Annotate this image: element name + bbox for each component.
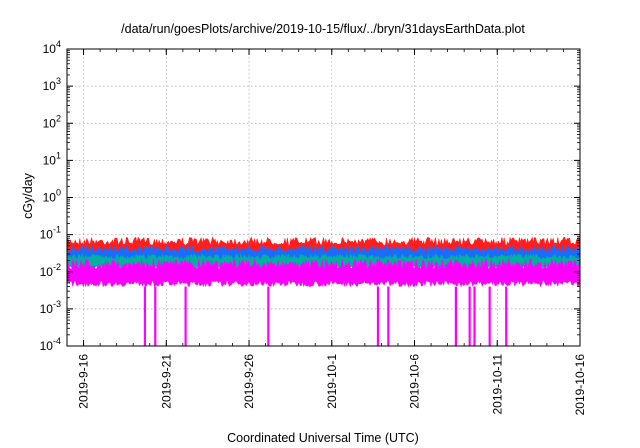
y-tick-base: 10 — [40, 265, 54, 279]
y-tick-label: 101 — [43, 150, 61, 167]
x-tick-label: 2019-9-21 — [159, 354, 173, 409]
x-tick-labels: 2019-9-16 2019-9-21 2019-9-26 2019-10-1 2019… — [77, 354, 587, 416]
y-tick-label: 10-1 — [40, 225, 61, 242]
x-tick-label: 2019-9-16 — [77, 354, 91, 409]
y-tick-exponent: -1 — [53, 225, 61, 235]
x-tick-label: 2019-10-6 — [408, 354, 422, 409]
y-tick-exponent: 0 — [56, 188, 61, 198]
chart-title: /data/run/goesPlots/archive/2019-10-15/f… — [121, 22, 525, 36]
y-tick-base: 10 — [43, 42, 57, 56]
data-series — [67, 237, 580, 346]
y-tick-label: 10-3 — [40, 299, 61, 316]
x-tick-label: 2019-9-26 — [242, 354, 256, 409]
y-tick-exponent: 1 — [56, 150, 61, 160]
y-tick-exponent: 2 — [56, 113, 61, 123]
x-tick-label: 2019-10-11 — [490, 354, 504, 415]
y-tick-label: 102 — [43, 113, 61, 130]
y-tick-base: 10 — [43, 79, 57, 93]
y-tick-exponent: 3 — [56, 76, 61, 86]
y-tick-exponent: -2 — [53, 262, 61, 272]
y-tick-exponent: -3 — [53, 299, 61, 309]
y-tick-base: 10 — [40, 302, 54, 316]
x-tick-label: 2019-10-1 — [325, 354, 339, 409]
x-tick-label: 2019-10-16 — [573, 354, 587, 416]
y-tick-base: 10 — [40, 339, 54, 353]
y-axis-label: cGy/day — [21, 172, 35, 219]
y-tick-base: 10 — [43, 153, 57, 167]
y-tick-label: 10-4 — [40, 336, 61, 353]
y-tick-label: 104 — [43, 39, 61, 56]
y-tick-exponent: -4 — [53, 336, 61, 346]
y-tick-base: 10 — [40, 228, 54, 242]
y-tick-label: 10-2 — [40, 262, 61, 279]
y-tick-base: 10 — [43, 191, 57, 205]
y-tick-label: 103 — [43, 76, 61, 93]
x-axis-label: Coordinated Universal Time (UTC) — [227, 431, 419, 445]
y-tick-exponent: 4 — [56, 39, 61, 49]
y-tick-base: 10 — [43, 116, 57, 130]
y-tick-label: 100 — [43, 188, 61, 205]
